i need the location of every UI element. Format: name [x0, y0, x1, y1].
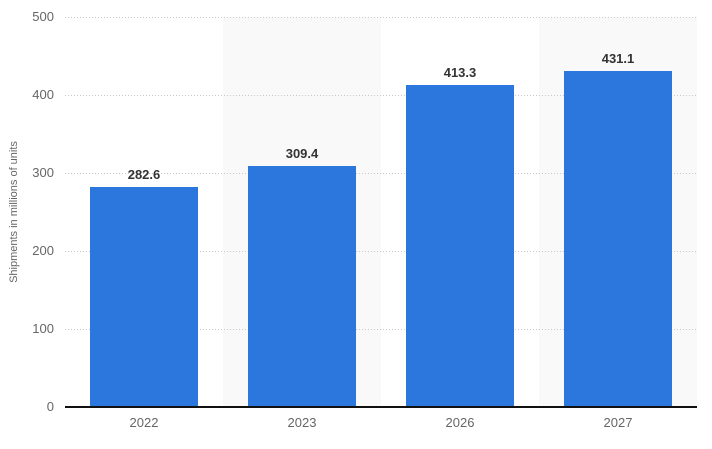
- x-axis-label: 2022: [129, 415, 159, 430]
- bar-2027[interactable]: [564, 71, 672, 407]
- gridline: [65, 173, 697, 174]
- bar-value-label: 413.3: [443, 65, 477, 80]
- gridline: [65, 95, 697, 96]
- y-axis-tick-label: 0: [46, 399, 54, 414]
- bar-2026[interactable]: [406, 85, 514, 407]
- y-axis-tick-label: 200: [32, 243, 54, 258]
- gridline: [65, 17, 697, 18]
- y-axis-tick-label: 100: [32, 321, 54, 336]
- bar-value-label: 309.4: [285, 146, 319, 161]
- plot-area: 282.6 309.4 413.3 431.1: [65, 17, 697, 407]
- x-axis-label: 2027: [603, 415, 633, 430]
- bar-value-label: 431.1: [601, 51, 635, 66]
- y-axis-tick-label: 400: [32, 87, 54, 102]
- y-axis-tick-label: 500: [32, 9, 54, 24]
- bar-value-label: 282.6: [127, 167, 161, 182]
- y-axis-tick-label: 300: [32, 165, 54, 180]
- x-axis-line: [65, 406, 697, 408]
- gridline: [65, 329, 697, 330]
- x-axis-label: 2023: [287, 415, 317, 430]
- bar-2022[interactable]: [90, 187, 198, 407]
- gridline: [65, 251, 697, 252]
- x-axis-label: 2026: [445, 415, 475, 430]
- y-axis-title: Shipments in millions of units: [8, 141, 20, 283]
- bar-2023[interactable]: [248, 166, 356, 407]
